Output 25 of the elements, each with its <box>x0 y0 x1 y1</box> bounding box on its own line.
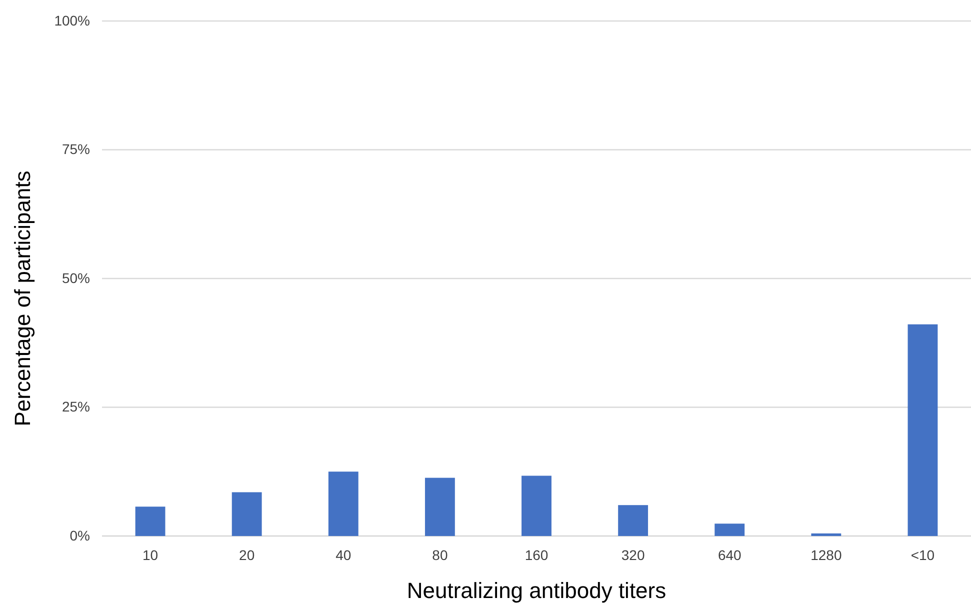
x-tick-label: 40 <box>336 546 352 563</box>
x-tick-label: 10 <box>142 546 158 563</box>
y-tick-label: 50% <box>62 270 90 286</box>
bar <box>618 505 648 536</box>
y-tick-label: 25% <box>62 398 90 415</box>
x-tick-label: 80 <box>432 546 448 563</box>
x-tick-label: <10 <box>910 546 935 563</box>
bar <box>811 533 842 536</box>
x-tick-label: 640 <box>718 546 742 563</box>
bar <box>522 476 552 536</box>
x-axis-title: Neutralizing antibody titers <box>406 578 666 603</box>
x-tick-label: 20 <box>239 546 255 563</box>
bar <box>424 478 455 536</box>
y-axis-title: Percentage of participants <box>10 170 35 426</box>
bar <box>714 524 745 536</box>
bar <box>908 324 938 536</box>
x-tick-label: 160 <box>524 546 548 563</box>
y-tick-label: 75% <box>62 141 90 158</box>
bar <box>135 506 166 536</box>
y-tick-label: 0% <box>70 527 90 544</box>
x-tick-label: 320 <box>621 546 645 563</box>
bar <box>328 472 358 536</box>
bar <box>232 492 262 536</box>
y-tick-label: 100% <box>54 12 90 28</box>
x-tick-label: 1280 <box>810 546 842 563</box>
